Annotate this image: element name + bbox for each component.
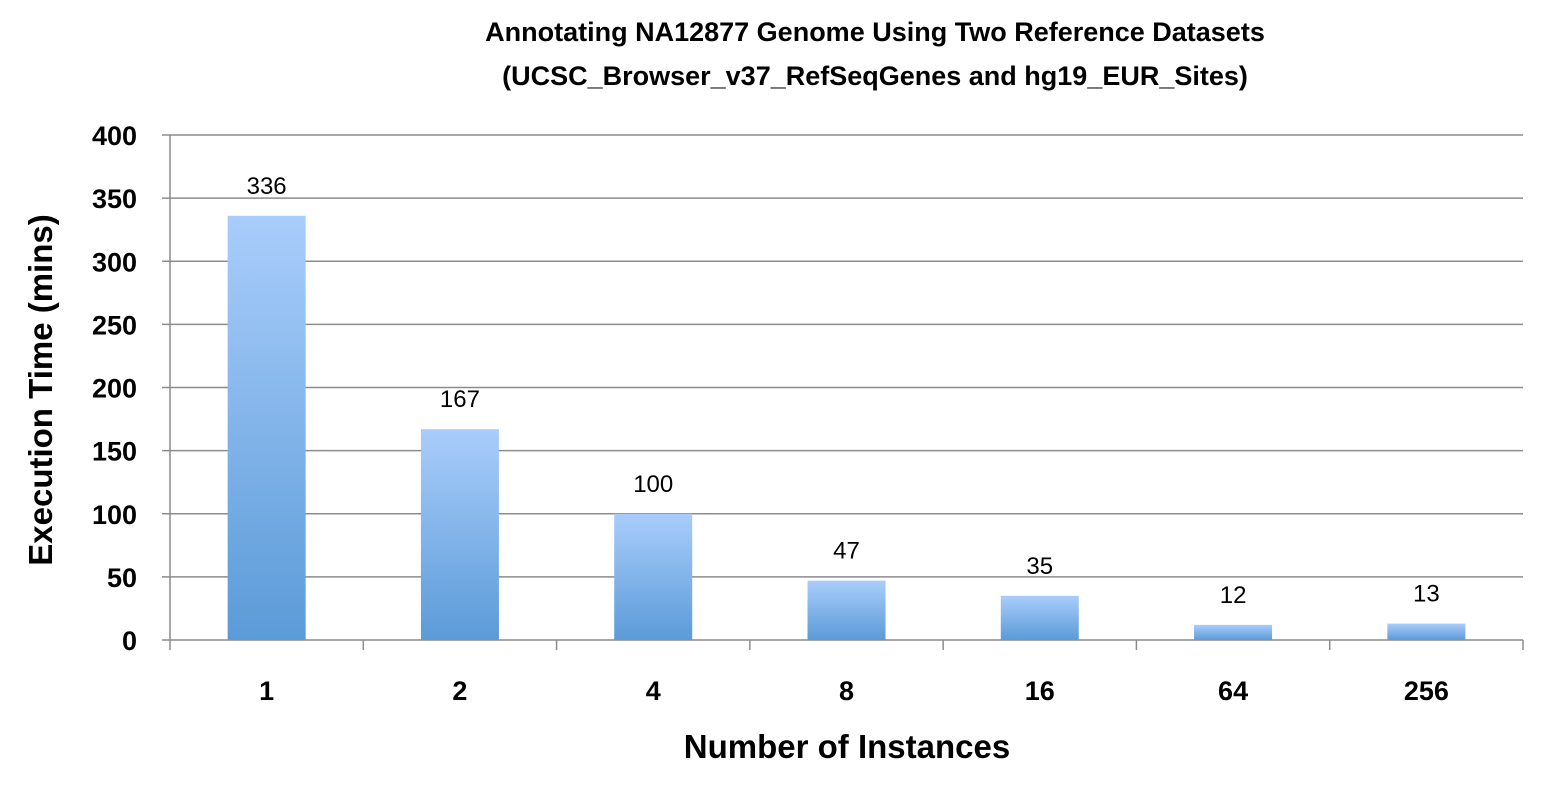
y-tick-label: 300: [92, 247, 137, 277]
gridlines: [170, 134, 1523, 578]
y-tick-labels: 0 50 100 150 200 250 300 350 400: [92, 121, 137, 656]
chart-title: Annotating NA12877 Genome Using Two Refe…: [485, 17, 1265, 47]
y-tick-label: 250: [92, 310, 137, 340]
x-tick-label: 1: [259, 676, 274, 706]
bar: [1387, 623, 1466, 640]
bar: [227, 215, 306, 641]
x-tick-label: 2: [452, 676, 467, 706]
chart-subtitle: (UCSC_Browser_v37_RefSeqGenes and hg19_E…: [502, 61, 1248, 91]
bar: [420, 429, 499, 640]
data-label: 13: [1413, 581, 1440, 608]
data-labels: 336 167 100 47 35 12 13: [247, 173, 1440, 609]
data-label: 167: [440, 386, 480, 413]
data-label: 35: [1026, 553, 1053, 580]
data-label: 336: [247, 173, 287, 200]
bar: [807, 580, 886, 640]
x-axis-label: Number of Instances: [684, 728, 1010, 765]
data-label: 100: [633, 471, 673, 498]
x-tick-label: 8: [839, 676, 854, 706]
bar: [1000, 595, 1079, 640]
bar: [614, 513, 693, 640]
y-tick-label: 400: [92, 121, 137, 151]
y-tick-label: 50: [107, 563, 137, 593]
x-tick-label: 256: [1404, 676, 1449, 706]
data-label: 47: [833, 538, 860, 565]
y-tick-label: 100: [92, 500, 137, 530]
x-tick-labels: 1 2 4 8 16 64 256: [259, 676, 1449, 706]
y-tick-label: 200: [92, 374, 137, 404]
x-tick-label: 16: [1025, 676, 1055, 706]
x-tick-label: 64: [1218, 676, 1248, 706]
data-label: 12: [1220, 582, 1247, 609]
axes: [162, 134, 1524, 650]
y-tick-label: 350: [92, 184, 137, 214]
y-tick-label: 150: [92, 437, 137, 467]
x-tick-label: 4: [646, 676, 661, 706]
y-axis-label: Execution Time (mins): [22, 214, 59, 565]
y-tick-label: 0: [122, 626, 137, 656]
bars: [227, 215, 1466, 641]
bar: [1194, 624, 1273, 640]
